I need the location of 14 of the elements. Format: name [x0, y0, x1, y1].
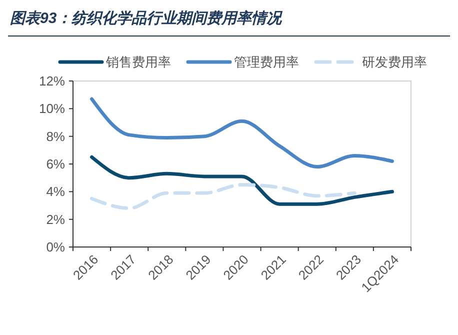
y-tick-label: 4% — [46, 184, 66, 200]
y-tick-label: 6% — [46, 156, 66, 172]
line-series — [90, 97, 394, 169]
line-series — [90, 155, 394, 206]
y-tick-label: 10% — [38, 101, 66, 116]
y-tick-label: 12% — [38, 74, 66, 89]
line-series — [90, 183, 356, 210]
chart-title: 图表93：纺织化学品行业期间费用率情况 — [10, 9, 284, 27]
y-tick-label: 8% — [46, 128, 66, 144]
legend-label: 管理费用率 — [234, 54, 299, 70]
y-tick-label: 2% — [46, 212, 66, 227]
legend-label: 销售费用率 — [105, 54, 171, 70]
y-tick-label: 0% — [46, 240, 66, 255]
legend-label: 研发费用率 — [362, 54, 427, 70]
